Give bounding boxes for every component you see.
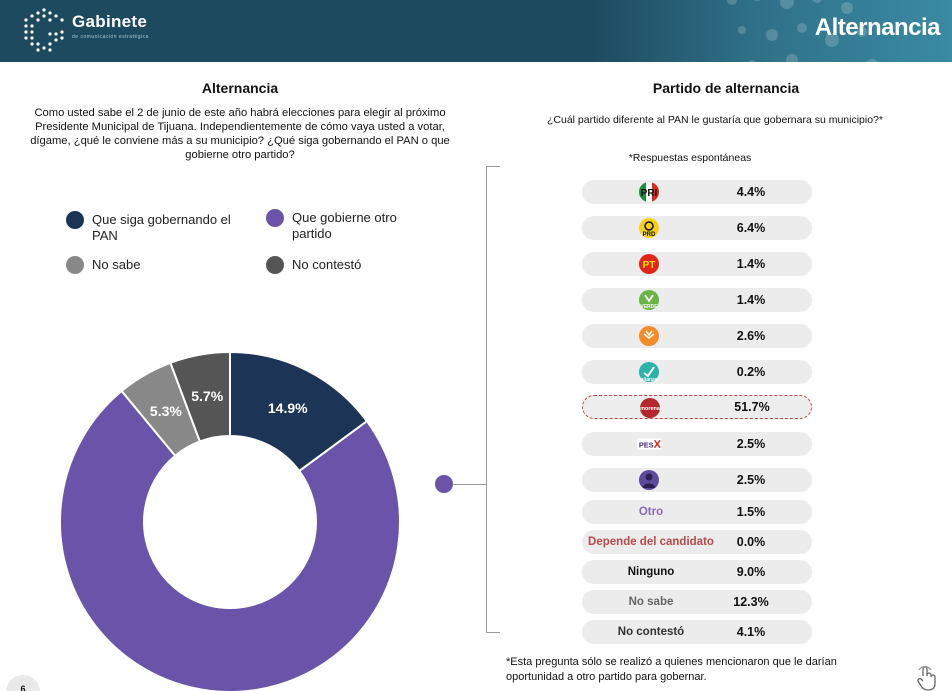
legend-swatch <box>66 256 84 274</box>
left-panel-title: Alternancia <box>201 80 279 96</box>
party-row-value: 2.5% <box>736 437 766 451</box>
legend-label: Que gobierne otro partido <box>292 210 397 241</box>
legend-label: No contestó <box>292 257 362 272</box>
gabinete-logo-icon <box>24 8 64 52</box>
slice-no-contesto <box>169 350 231 443</box>
right-question-text: ¿Cuál partido diferente al PAN le gustar… <box>547 114 883 126</box>
pes-logo-icon: PES <box>637 433 661 455</box>
right-panel-title: Partido de alternancia <box>652 80 800 96</box>
legend-item-no-contesto: No contestó <box>266 256 432 274</box>
party-row-value: 51.7% <box>734 400 770 414</box>
party-row-value: 4.1% <box>736 625 766 639</box>
party-row: PT 1.4% <box>582 252 812 276</box>
party-row-value: 12.3% <box>733 595 769 609</box>
legend-item-siga-pan: Que siga gobernando el PAN <box>66 211 232 244</box>
header-bar: Gabinete de comunicación estratégica Alt… <box>0 0 952 62</box>
party-row-value: 0.0% <box>736 535 766 549</box>
donut-chart: 14.9%74.1%5.3%5.7% <box>59 350 401 691</box>
party-row-value: 1.5% <box>736 505 766 519</box>
connector-line <box>452 484 486 485</box>
footnote: *Esta pregunta sólo se realizó a quienes… <box>506 656 837 683</box>
page-number: 6 <box>6 675 40 691</box>
legend-swatch <box>266 256 284 274</box>
party-row-value: 9.0% <box>736 565 766 579</box>
party-row: VERDE 1.4% <box>582 288 812 312</box>
brand-subtitle: de comunicación estratégica <box>72 34 149 40</box>
svg-text:PRI: PRI <box>641 188 658 199</box>
legend-swatch <box>266 209 284 227</box>
slice-otro-partido <box>59 389 401 691</box>
slice-siga-pan-label: 14.9% <box>268 400 308 416</box>
party-row: Ninguno 9.0% <box>582 560 812 584</box>
legend-item-no-sabe: No sabe <box>66 256 232 274</box>
party-row-label: No sabe <box>628 595 674 608</box>
party-row-label: Otro <box>638 505 664 518</box>
brand-name: Gabinete <box>72 12 148 31</box>
party-row-label: No contestó <box>617 625 685 638</box>
legend-item-otro-partido: Que gobierne otro partido <box>266 209 432 242</box>
touch-hand-icon <box>917 666 936 691</box>
svg-text:PES: PES <box>639 441 654 450</box>
legend-swatch <box>66 211 84 229</box>
svg-text:PRD: PRD <box>643 232 656 238</box>
party-row: 2.5% <box>582 468 812 492</box>
connector-bracket <box>486 166 500 633</box>
party-row: No contestó 4.1% <box>582 620 812 644</box>
party-row: PRI 4.4% <box>582 180 812 204</box>
header-title: Alternancia <box>814 14 941 41</box>
party-row: morena 51.7% <box>582 395 812 419</box>
party-row: alianza 0.2% <box>582 360 812 384</box>
pt-logo-icon: PT <box>637 253 661 275</box>
party-row: No sabe 12.3% <box>582 590 812 614</box>
party-row-value: 2.6% <box>736 329 766 343</box>
prd-logo-icon: PRD <box>637 217 661 239</box>
connector-dot-icon <box>435 475 453 493</box>
party-row-value: 6.4% <box>736 221 766 235</box>
slice-no-contesto-label: 5.7% <box>191 388 223 404</box>
party-row-label: Depende del candidato <box>588 535 714 548</box>
svg-text:morena: morena <box>640 406 661 412</box>
verde-logo-icon: VERDE <box>637 289 661 311</box>
party-row: 2.6% <box>582 324 812 348</box>
spontaneous-note: *Respuestas espontáneas <box>628 152 752 164</box>
slice-no-sabe-label: 5.3% <box>150 403 182 419</box>
legend-label: Que siga gobernando el PAN <box>92 212 231 243</box>
pri-logo-icon: PRI <box>637 181 661 203</box>
party-row-value: 4.4% <box>736 185 766 199</box>
party-row-value: 1.4% <box>736 257 766 271</box>
decorative-dots-icon <box>727 0 878 62</box>
morena-logo-icon: morena <box>638 397 662 419</box>
header-title-band: Alternancia <box>590 0 952 62</box>
party-row-label: Ninguno <box>627 565 675 578</box>
party-row: Otro 1.5% <box>582 500 812 524</box>
party-row-value: 2.5% <box>736 473 766 487</box>
nueva-alianza-logo-icon: alianza <box>637 361 661 383</box>
party-row: Depende del candidato 0.0% <box>582 530 812 554</box>
svg-text:alianza: alianza <box>641 377 658 383</box>
svg-text:VERDE: VERDE <box>640 304 658 310</box>
left-question-text: Como usted sabe el 2 de junio de este añ… <box>30 107 450 161</box>
party-row-value: 0.2% <box>736 365 766 379</box>
mc-logo-icon <box>637 325 661 347</box>
party-row-value: 1.4% <box>736 293 766 307</box>
party-row: PRD 6.4% <box>582 216 812 240</box>
candidate-silhouette-logo-icon <box>637 469 661 491</box>
legend-label: No sabe <box>92 257 141 272</box>
svg-text:PT: PT <box>643 260 656 271</box>
party-row: PES 2.5% <box>582 432 812 456</box>
